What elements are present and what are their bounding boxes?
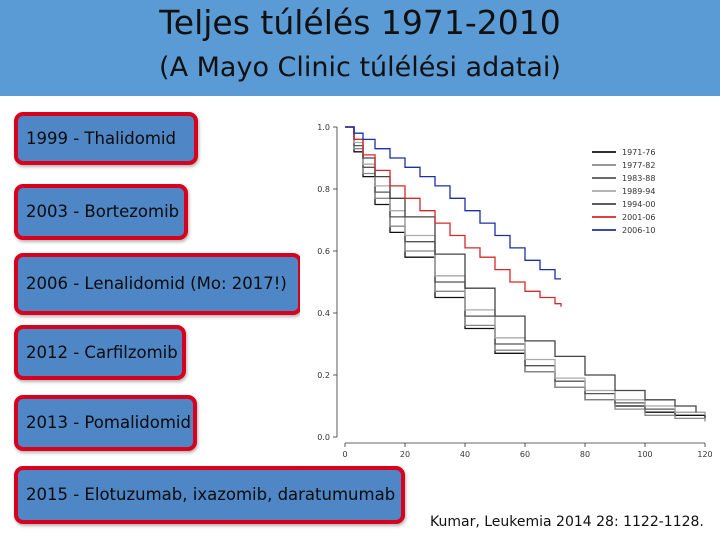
legend-label: 1971-76 (622, 148, 655, 157)
milestone-carfilzomib: 2012 - Carfilzomib (14, 325, 186, 380)
x-tick-label: 40 (460, 450, 470, 459)
milestone-thalidomid: 1999 - Thalidomid (14, 112, 198, 165)
x-tick-label: 0 (342, 450, 347, 459)
milestone-bortezomib: 2003 - Bortezomib (14, 184, 188, 240)
y-tick-label: 0.4 (317, 309, 330, 318)
series-line-2006-10 (345, 126, 561, 280)
slide-subtitle: (A Mayo Clinic túlélési adatai) (159, 52, 561, 83)
legend-label: 2001-06 (622, 213, 655, 222)
x-tick-label: 120 (697, 450, 712, 459)
legend-label: 2006-10 (622, 226, 655, 235)
header-bar: Teljes túlélés 1971-2010 (A Mayo Clinic … (0, 0, 720, 96)
slide-title: Teljes túlélés 1971-2010 (159, 3, 561, 42)
x-tick-label: 20 (400, 450, 410, 459)
y-tick-label: 0.6 (317, 247, 330, 256)
x-tick-label: 100 (637, 450, 652, 459)
milestone-elotuzumab-ixazomib-daratumumab: 2015 - Elotuzumab, ixazomib, daratumumab (14, 466, 405, 524)
survival-chart: 0.0 0.2 0.4 0.6 0.8 1.0 0 20 40 60 80 100 120 1971-7… (300, 105, 720, 465)
citation: Kumar, Leukemia 2014 28: 1122-1128. (430, 514, 704, 530)
legend-label: 1983-88 (622, 174, 655, 183)
series-line-2001-06 (345, 126, 562, 307)
y-tick-label: 0.8 (317, 185, 330, 194)
legend-label: 1977-82 (622, 161, 655, 170)
y-tick-label: 1.0 (317, 123, 330, 132)
legend-label: 1994-00 (622, 200, 655, 209)
y-tick-label: 0.2 (317, 371, 330, 380)
milestone-lenalidomid: 2006 - Lenalidomid (Mo: 2017!) (14, 253, 302, 315)
x-tick-label: 60 (520, 450, 530, 459)
legend-label: 1989-94 (622, 187, 655, 196)
x-tick-label: 80 (580, 450, 590, 459)
survival-chart-svg: 0.0 0.2 0.4 0.6 0.8 1.0 0 20 40 60 80 100 120 1971-7… (300, 105, 720, 465)
milestone-pomalidomid: 2013 - Pomalidomid (14, 395, 197, 451)
y-tick-label: 0.0 (317, 433, 330, 442)
